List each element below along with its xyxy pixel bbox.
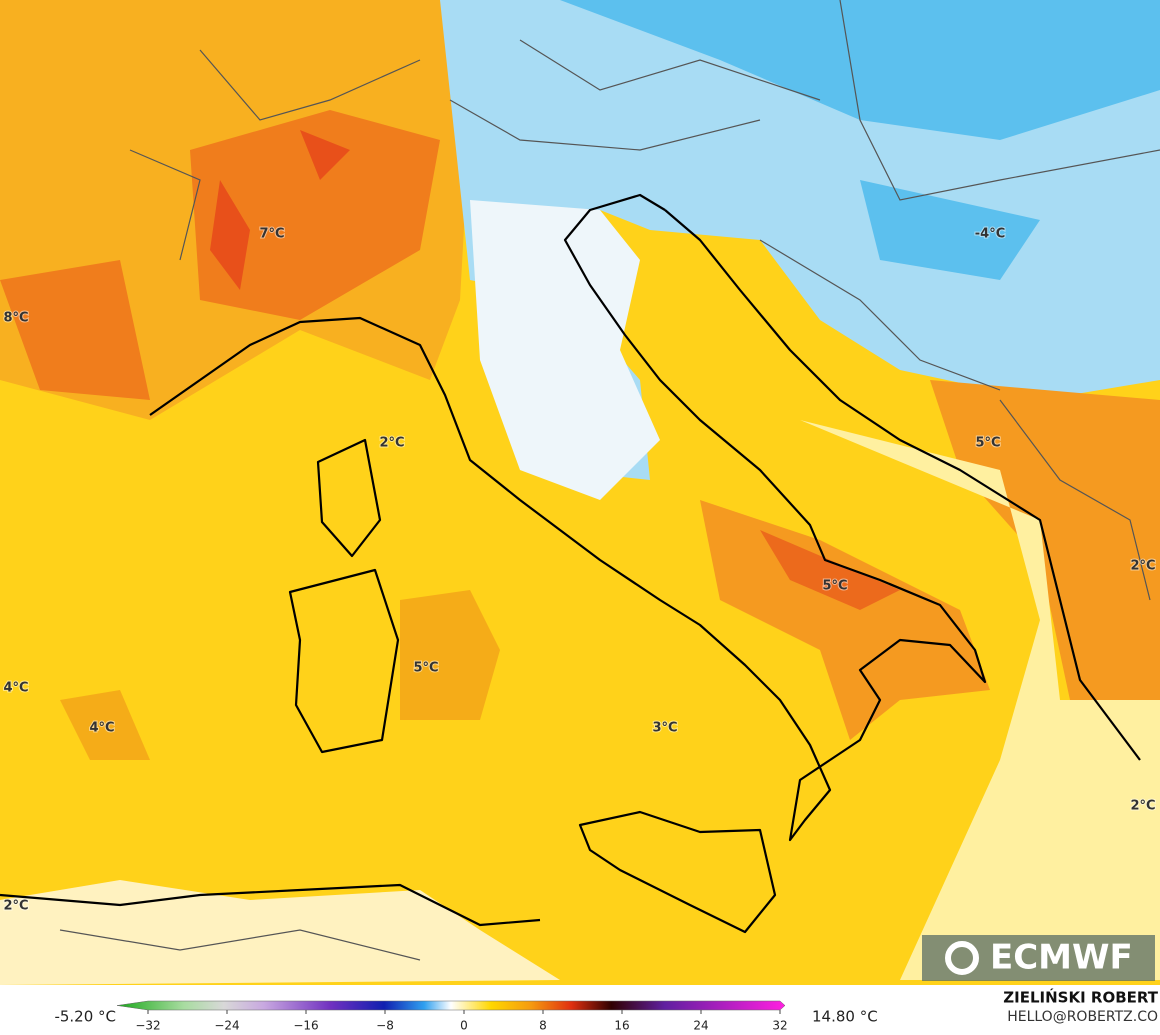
tick-label: 24 [693,1019,708,1033]
temp-label: 5°C [975,436,1000,451]
tick-label: −24 [214,1019,239,1033]
email: HELLO@ROBERTZ.CO [1007,1009,1158,1025]
mild-region [800,420,1160,980]
temp-label: 2°C [3,899,28,914]
map [0,0,1160,985]
tick-label: 0 [460,1019,468,1033]
colorbar: -5.20 °C 14.80 °C −32 −24 −16 −8 0 8 16 24 32 [54,1000,878,1033]
temp-label: 8°C [3,311,28,326]
tick-label: 8 [539,1019,547,1033]
logo: ECMWF [922,935,1155,981]
logo-text: ECMWF [990,938,1133,978]
tick-label: 16 [614,1019,629,1033]
tick-label: −32 [135,1019,160,1033]
hot-spot [210,130,350,290]
temp-label: 5°C [822,579,847,594]
hot-region [760,530,900,610]
mild-region [0,880,560,985]
warm-region [60,590,500,760]
temp-label: 2°C [1130,799,1155,814]
temp-label: 7°C [259,227,284,242]
author: ZIELIŃSKI ROBERT [1003,988,1158,1007]
temp-label: 3°C [652,721,677,736]
tick-label: −8 [376,1019,394,1033]
min-label: -5.20 °C [54,1008,116,1026]
cool-region [470,200,660,500]
map-labels: 7°C 8°C -4°C 2°C 5°C 2°C 5°C 4°C 4°C 3°C… [2,226,1156,915]
tick-label: 32 [772,1019,787,1033]
max-label: 14.80 °C [812,1008,878,1026]
temp-label: 4°C [89,721,114,736]
temp-label: 2°C [379,436,404,451]
temp-label: 5°C [413,661,438,676]
tick-label: −16 [293,1019,318,1033]
cold-core [560,0,1160,280]
colorbar-bar [116,1000,786,1011]
temp-label: -4°C [975,227,1005,242]
temp-label: 4°C [3,681,28,696]
warm-region [700,380,1160,740]
temp-label: 2°C [1130,559,1155,574]
logo-icon [945,941,979,975]
